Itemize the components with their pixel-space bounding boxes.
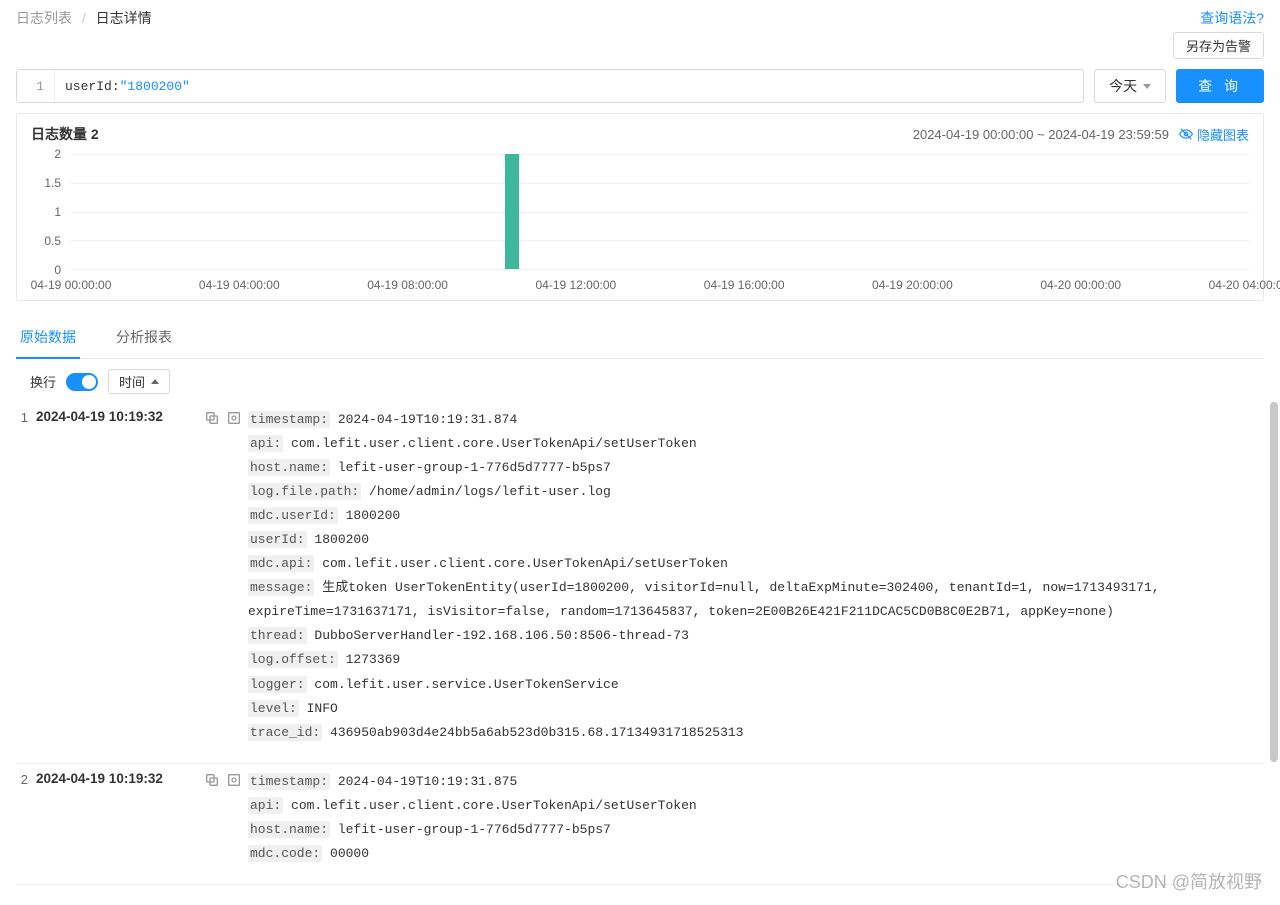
field-value: 436950ab903d4e24bb5a6ab523d0b315.68.1713… — [322, 725, 743, 740]
log-index: 2 — [16, 770, 36, 866]
field-key[interactable]: api: — [248, 797, 283, 814]
field-value: com.lefit.user.client.core.UserTokenApi/… — [314, 556, 727, 571]
x-tick: 04-19 20:00:00 — [872, 278, 953, 292]
y-tick: 0.5 — [44, 234, 61, 248]
time-range-text: 2024-04-19 00:00:00 ~ 2024-04-19 23:59:5… — [913, 127, 1169, 142]
time-range-select[interactable]: 今天 — [1094, 69, 1166, 103]
toggle-chart-link[interactable]: 隐藏图表 — [1179, 125, 1249, 144]
field-key[interactable]: log.file.path: — [248, 483, 361, 500]
y-tick: 1 — [54, 205, 61, 219]
field-value: com.lefit.user.client.core.UserTokenApi/… — [283, 798, 696, 813]
breadcrumb: 日志列表 / 日志详情 — [16, 8, 152, 28]
breadcrumb-current: 日志详情 — [96, 10, 152, 26]
field-value: 1800200 — [307, 532, 369, 547]
wrap-toggle[interactable] — [66, 373, 98, 391]
field-key[interactable]: logger: — [248, 676, 307, 693]
field-value: 00000 — [322, 846, 369, 861]
query-syntax-link[interactable]: 查询语法? — [1200, 10, 1264, 26]
x-tick: 04-19 00:00:00 — [31, 278, 112, 292]
eye-off-icon — [1179, 127, 1193, 141]
field-key[interactable]: thread: — [248, 627, 307, 644]
log-timestamp: 2024-04-19 10:19:32 — [36, 770, 204, 866]
field-key[interactable]: mdc.code: — [248, 845, 322, 862]
log-list: 12024-04-19 10:19:32 timestamp: 2024-04-1… — [0, 402, 1280, 905]
field-value: 生成token UserTokenEntity(userId=1800200, … — [248, 580, 1160, 619]
log-entry: 12024-04-19 10:19:32 timestamp: 2024-04-1… — [16, 402, 1264, 764]
field-value: DubboServerHandler-192.168.106.50:8506-t… — [307, 628, 689, 643]
context-icon[interactable] — [226, 772, 242, 788]
x-tick: 04-19 08:00:00 — [367, 278, 448, 292]
context-icon[interactable] — [226, 410, 242, 426]
field-key[interactable]: mdc.userId: — [248, 507, 338, 524]
breadcrumb-sep: / — [82, 10, 86, 26]
y-tick: 0 — [54, 263, 61, 277]
log-entry: 22024-04-19 10:19:32 timestamp: 2024-04-1… — [16, 764, 1264, 885]
x-tick: 04-19 12:00:00 — [535, 278, 616, 292]
field-value: /home/admin/logs/lefit-user.log — [361, 484, 611, 499]
scrollbar[interactable] — [1270, 402, 1278, 762]
copy-icon[interactable] — [204, 772, 220, 788]
sort-select[interactable]: 时间 — [108, 369, 170, 394]
y-tick: 2 — [54, 147, 61, 161]
field-value: 1273369 — [338, 652, 400, 667]
field-key[interactable]: timestamp: — [248, 773, 330, 790]
x-tick: 04-20 04:00:00 — [1209, 278, 1280, 292]
field-value: lefit-user-group-1-776d5d7777-b5ps7 — [330, 822, 611, 837]
chart-bar[interactable] — [505, 154, 519, 269]
query-input[interactable]: 1 userId:"1800200" — [16, 69, 1084, 103]
field-value: 1800200 — [338, 508, 400, 523]
caret-up-icon — [151, 379, 159, 384]
copy-icon[interactable] — [204, 410, 220, 426]
log-index: 1 — [16, 408, 36, 745]
query-key: userId — [65, 79, 112, 94]
log-body: timestamp: 2024-04-19T10:19:31.875 api: c… — [248, 770, 1264, 866]
result-tabs: 原始数据 分析报表 — [16, 317, 1264, 359]
field-value: com.lefit.user.service.UserTokenService — [307, 677, 619, 692]
tab-raw-data[interactable]: 原始数据 — [16, 317, 80, 359]
field-key[interactable]: mdc.api: — [248, 555, 314, 572]
field-key[interactable]: level: — [248, 700, 299, 717]
field-value: lefit-user-group-1-776d5d7777-b5ps7 — [330, 460, 611, 475]
field-key[interactable]: message: — [248, 579, 314, 596]
y-tick: 1.5 — [44, 176, 61, 190]
query-line-number: 1 — [17, 70, 55, 102]
field-key[interactable]: host.name: — [248, 459, 330, 476]
field-value: com.lefit.user.client.core.UserTokenApi/… — [283, 436, 696, 451]
wrap-label: 换行 — [30, 372, 56, 391]
field-key[interactable]: log.offset: — [248, 651, 338, 668]
field-key[interactable]: host.name: — [248, 821, 330, 838]
query-button[interactable]: 查 询 — [1176, 69, 1264, 103]
log-timestamp: 2024-04-19 10:19:32 — [36, 408, 204, 745]
save-as-alarm-button[interactable]: 另存为告警 — [1173, 32, 1264, 59]
x-tick: 04-19 04:00:00 — [199, 278, 280, 292]
log-histogram-chart: 00.511.52 04-19 00:00:0004-19 04:00:0004… — [31, 154, 1249, 294]
log-body: timestamp: 2024-04-19T10:19:31.874 api: c… — [248, 408, 1264, 745]
x-tick: 04-20 00:00:00 — [1040, 278, 1121, 292]
field-value: 2024-04-19T10:19:31.874 — [330, 412, 517, 427]
tab-analysis[interactable]: 分析报表 — [112, 317, 176, 358]
log-count-title: 日志数量 2 — [31, 124, 99, 144]
field-key[interactable]: userId: — [248, 531, 307, 548]
query-value: "1800200" — [120, 79, 190, 94]
field-key[interactable]: timestamp: — [248, 411, 330, 428]
field-value: INFO — [299, 701, 338, 716]
field-key[interactable]: trace_id: — [248, 724, 322, 741]
chevron-down-icon — [1143, 84, 1151, 89]
field-key[interactable]: api: — [248, 435, 283, 452]
field-value: 2024-04-19T10:19:31.875 — [330, 774, 517, 789]
x-tick: 04-19 16:00:00 — [704, 278, 785, 292]
breadcrumb-parent[interactable]: 日志列表 — [16, 10, 72, 26]
